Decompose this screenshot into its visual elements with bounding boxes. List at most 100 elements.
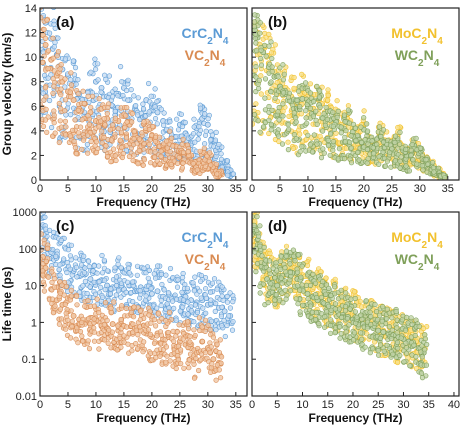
data-point [113, 157, 119, 164]
plot-frame [39, 211, 248, 397]
data-point [158, 148, 164, 154]
data-point [149, 357, 155, 363]
data-point [174, 116, 180, 122]
data-point [326, 285, 332, 292]
data-point [312, 317, 319, 323]
data-point [358, 312, 364, 318]
data-point [136, 136, 142, 142]
data-point [403, 163, 409, 169]
data-point [393, 308, 399, 315]
data-point [316, 321, 322, 327]
data-point [261, 244, 267, 251]
legend-entry: WC2N4 [395, 47, 440, 69]
data-point [394, 339, 401, 346]
data-point [297, 287, 303, 293]
data-point [73, 151, 79, 157]
data-point [263, 53, 269, 59]
data-point [268, 50, 275, 56]
data-point [279, 280, 285, 286]
data-point [152, 86, 158, 92]
data-point [129, 119, 135, 125]
plot-frame [251, 211, 460, 397]
data-point [104, 110, 110, 117]
data-point [392, 139, 398, 146]
data-point [273, 292, 280, 298]
data-point [221, 308, 228, 315]
y-tick-label: 10 [25, 52, 37, 64]
data-point [252, 112, 258, 118]
data-point [40, 123, 47, 129]
y-tick-label: 0.1 [22, 354, 37, 366]
data-point [151, 271, 157, 277]
data-point [230, 319, 236, 325]
data-point [82, 265, 88, 271]
x-tick-label: 30 [202, 399, 214, 411]
x-tick-label: 10 [302, 183, 314, 195]
data-point [119, 144, 125, 151]
data-point [44, 17, 50, 23]
data-point [146, 141, 152, 147]
data-point [404, 314, 410, 321]
data-point [152, 115, 159, 122]
data-point [82, 303, 88, 309]
data-point [293, 296, 299, 302]
data-point [98, 89, 104, 95]
data-point [81, 100, 87, 107]
data-point [330, 139, 336, 145]
data-point [212, 137, 219, 143]
data-point [63, 124, 69, 130]
data-point [42, 117, 49, 123]
data-point [63, 326, 69, 332]
data-point [300, 302, 306, 308]
data-point [323, 104, 329, 110]
data-point [299, 282, 305, 288]
data-point [303, 108, 309, 114]
y-tick-label: 8 [31, 77, 37, 89]
legend-entry: CrC2N4 [182, 229, 229, 251]
data-point [80, 88, 86, 94]
data-point [303, 115, 309, 121]
data-point [148, 160, 154, 166]
data-point [197, 105, 204, 111]
data-point [256, 85, 262, 92]
data-point [285, 147, 292, 153]
data-point [258, 91, 264, 97]
data-point [191, 116, 197, 122]
data-point [219, 293, 225, 299]
data-point [123, 289, 129, 296]
x-tick-label: 25 [372, 399, 384, 411]
data-point [358, 330, 364, 336]
y-tick-label: 2 [31, 150, 37, 162]
data-point [74, 302, 80, 308]
data-point [325, 87, 331, 93]
data-point [68, 82, 75, 88]
data-point [348, 296, 354, 302]
data-point [135, 95, 141, 101]
data-point [266, 31, 272, 38]
data-point [42, 41, 49, 48]
x-tick-label: 5 [65, 183, 71, 195]
data-point [58, 92, 64, 98]
data-point [262, 107, 269, 113]
data-point [69, 318, 75, 324]
data-point [419, 163, 425, 169]
data-point [341, 112, 348, 118]
data-point [291, 74, 297, 81]
data-point [51, 108, 57, 114]
data-point [88, 104, 94, 110]
data-point [288, 288, 294, 294]
data-point [365, 128, 371, 134]
data-point [96, 346, 102, 352]
data-point [140, 162, 146, 168]
data-point [307, 105, 314, 111]
data-point [43, 258, 49, 265]
x-axis-title: Frequency (THz) [96, 195, 190, 209]
data-point [376, 124, 383, 130]
data-point [299, 263, 305, 269]
x-tick-label: 25 [174, 183, 186, 195]
data-point [67, 253, 73, 259]
data-point [295, 283, 301, 289]
data-point [142, 297, 148, 303]
data-point [42, 0, 47, 2]
data-point [45, 75, 51, 81]
